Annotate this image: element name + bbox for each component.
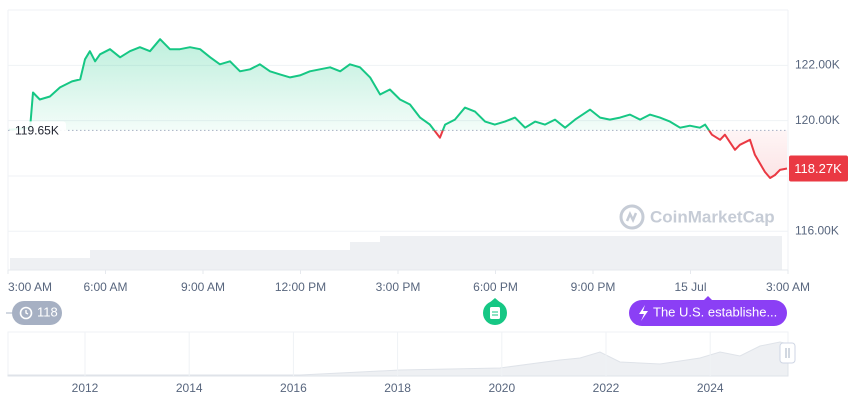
x-tick-label: 9:00 AM [181, 280, 225, 294]
x-tick-label: 12:00 PM [275, 280, 326, 294]
doc-icon [490, 307, 500, 319]
watermark-logo [619, 204, 645, 230]
x-tick-label: 6:00 AM [83, 280, 127, 294]
plot [7, 38, 789, 274]
year-label: 2022 [593, 381, 620, 395]
watermark: CoinMarketCap [650, 207, 775, 226]
year-label: 2024 [697, 381, 724, 395]
year-label: 2014 [176, 381, 203, 395]
volume [90, 250, 350, 270]
price-area [9, 39, 788, 179]
year-label: 2020 [488, 381, 515, 395]
news-badge[interactable] [629, 300, 787, 326]
news-text: The U.S. establishe... [653, 304, 777, 319]
y-tick-label: 116.00K [795, 223, 839, 237]
history-icon [19, 306, 33, 320]
event-count: 118 [37, 304, 58, 319]
current-label-box [789, 155, 848, 182]
year-label: 2018 [384, 381, 411, 395]
price-line [9, 38, 788, 179]
x-tick-label: 3:00 AM [766, 280, 810, 294]
x-tick-label: 9:00 PM [571, 280, 616, 294]
navigator-years: 2012 2014 2016 2018 2020 2022 2024 [72, 332, 724, 395]
volume [350, 242, 380, 270]
volume [10, 258, 90, 270]
x-tick-label: 3:00 AM [8, 280, 52, 294]
y-tick-label: 122.00K [795, 57, 840, 71]
bolt-icon [639, 305, 648, 321]
y-tick-label: 120.00K [795, 113, 840, 127]
baseline-label-box [10, 121, 66, 140]
current-label: 118.27K [794, 161, 842, 176]
x-tick-label: 15 Jul [674, 280, 706, 294]
year-label: 2012 [72, 381, 99, 395]
x-tick-label: 3:00 PM [376, 280, 421, 294]
navigator-handle[interactable] [779, 342, 796, 364]
year-label: 2016 [280, 381, 307, 395]
volume [380, 236, 782, 270]
history-icon-hands [25, 310, 29, 315]
baseline-label: 119.65K [15, 123, 59, 137]
x-tick-label: 6:00 PM [473, 280, 518, 294]
